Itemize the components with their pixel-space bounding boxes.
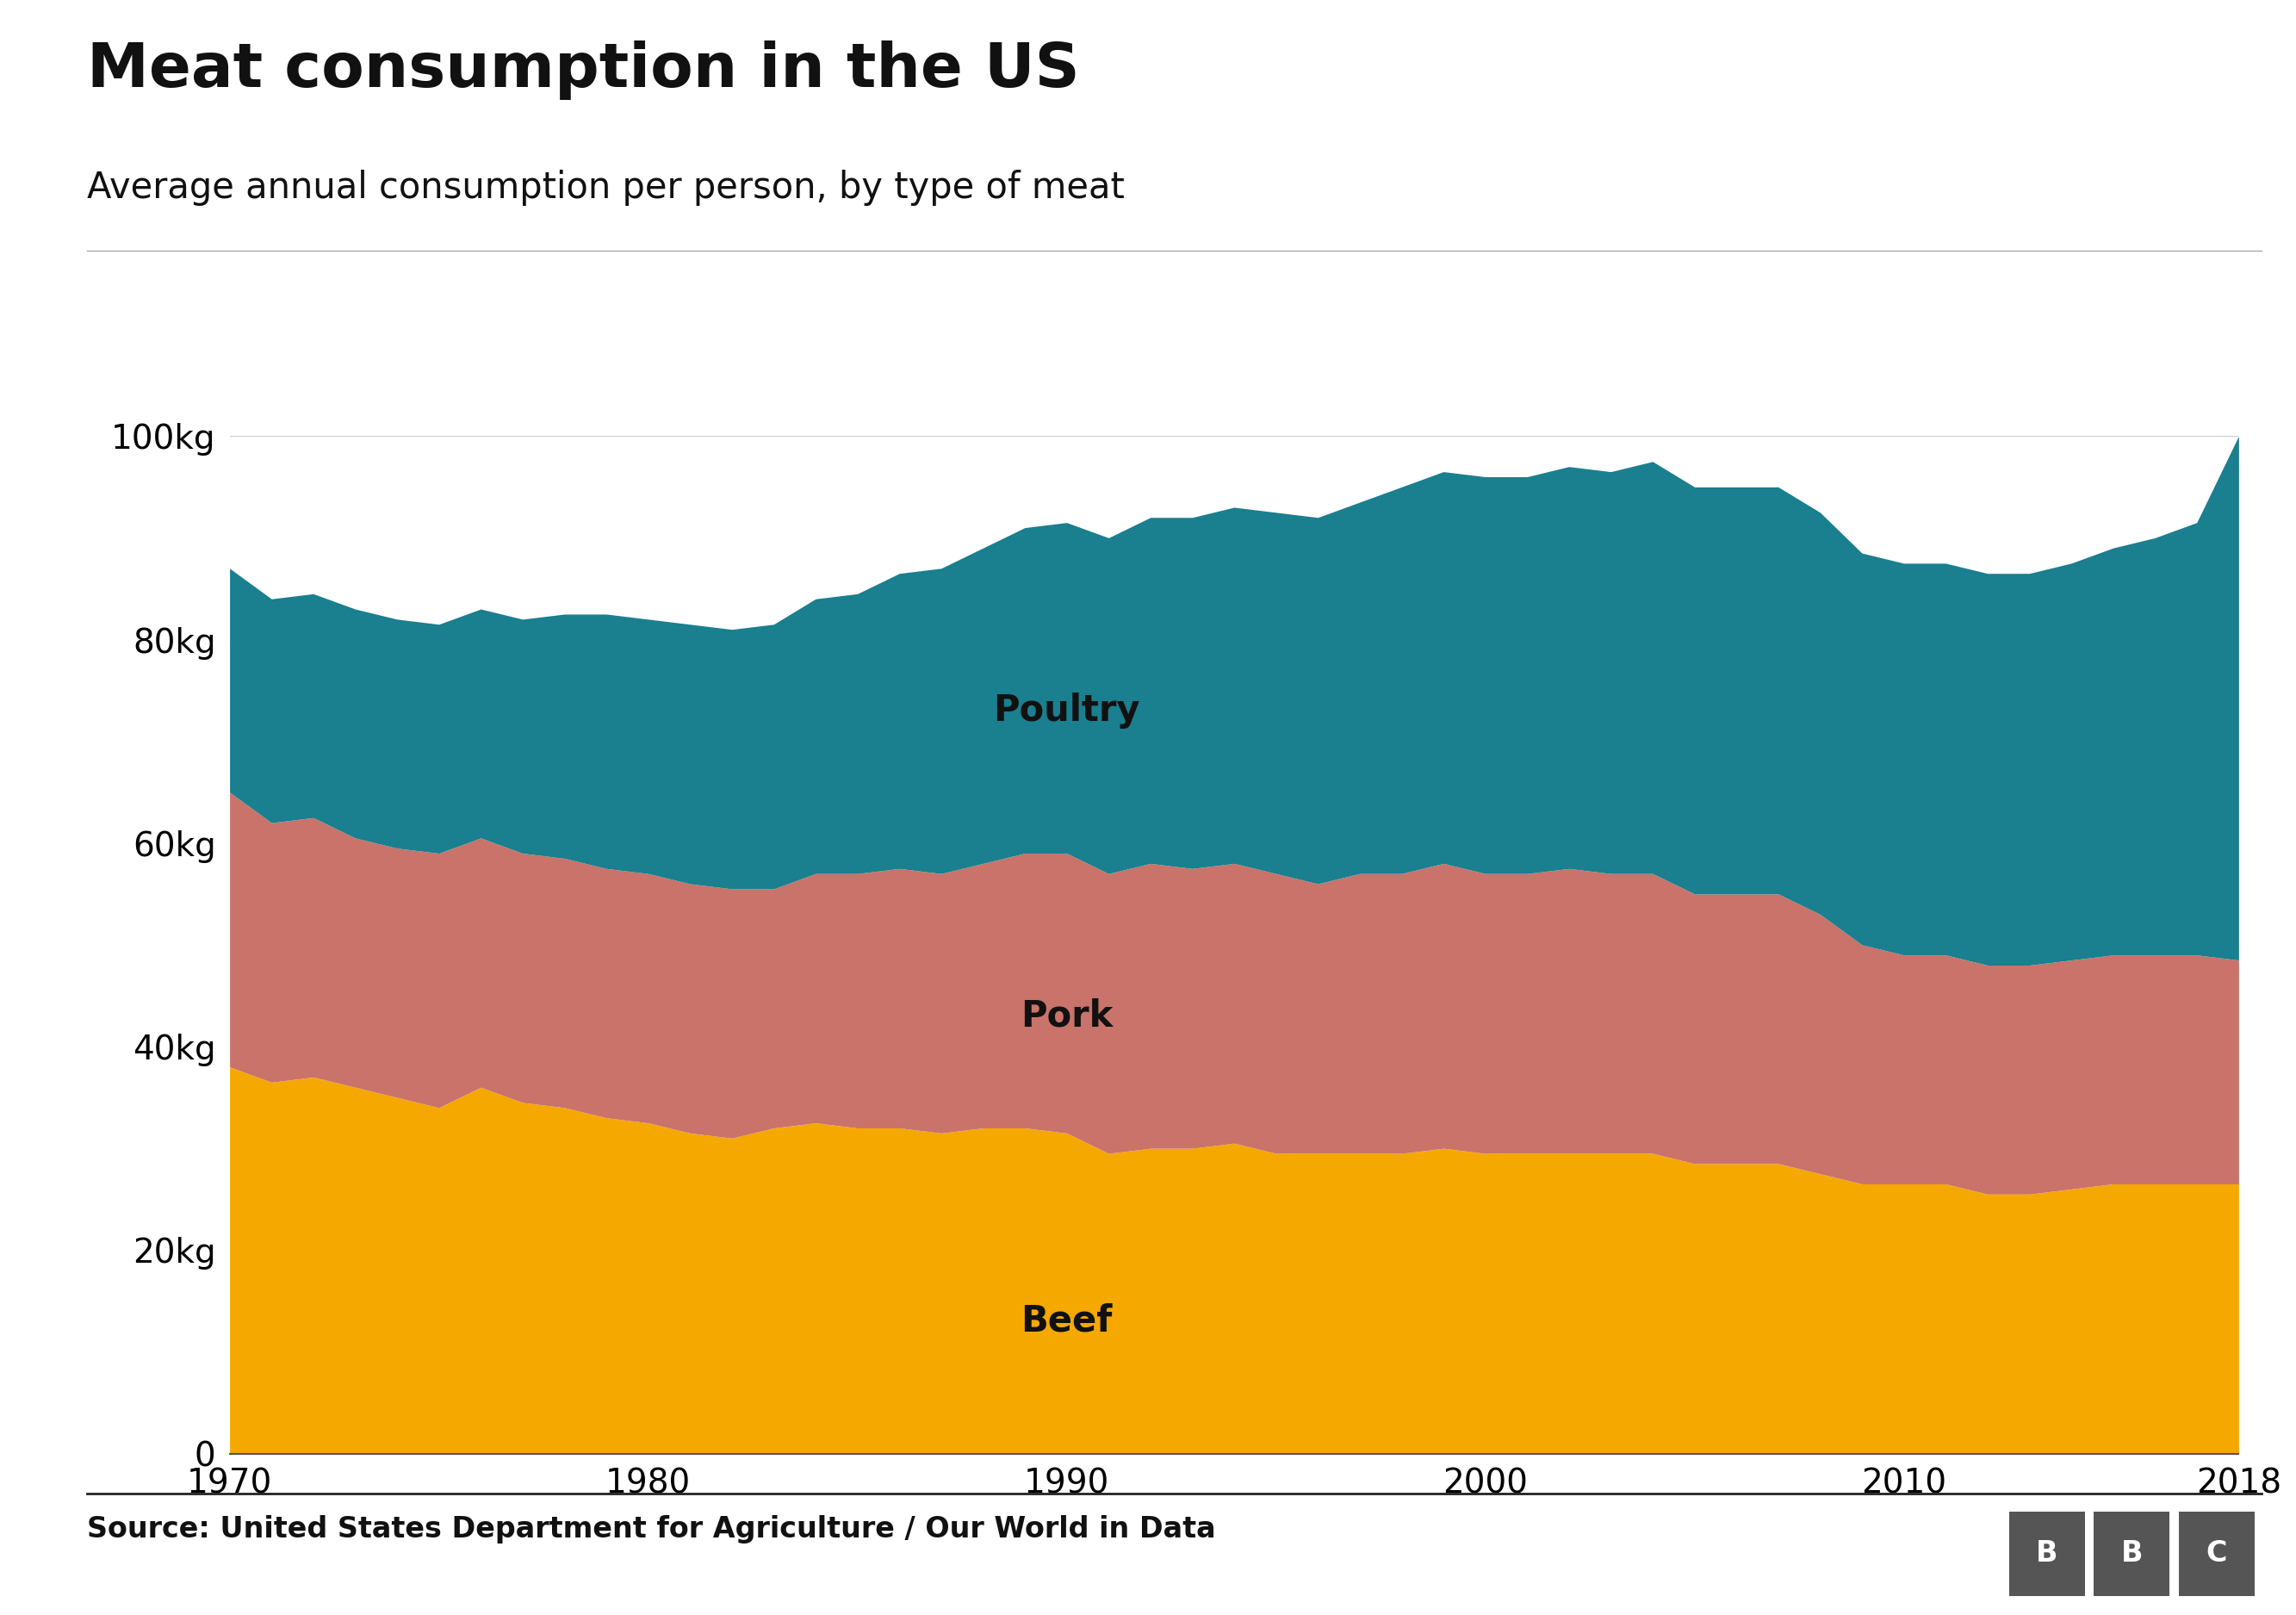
Text: Average annual consumption per person, by type of meat: Average annual consumption per person, b… (87, 170, 1125, 205)
Text: C: C (2206, 1539, 2227, 1568)
Text: Poultry: Poultry (994, 693, 1141, 728)
Text: Meat consumption in the US: Meat consumption in the US (87, 40, 1079, 100)
Text: Pork: Pork (1019, 998, 1114, 1034)
Text: B: B (2037, 1539, 2057, 1568)
Text: Source: United States Department for Agriculture / Our World in Data: Source: United States Department for Agr… (87, 1515, 1217, 1544)
Text: B: B (2122, 1539, 2142, 1568)
Text: Beef: Beef (1022, 1303, 1114, 1339)
